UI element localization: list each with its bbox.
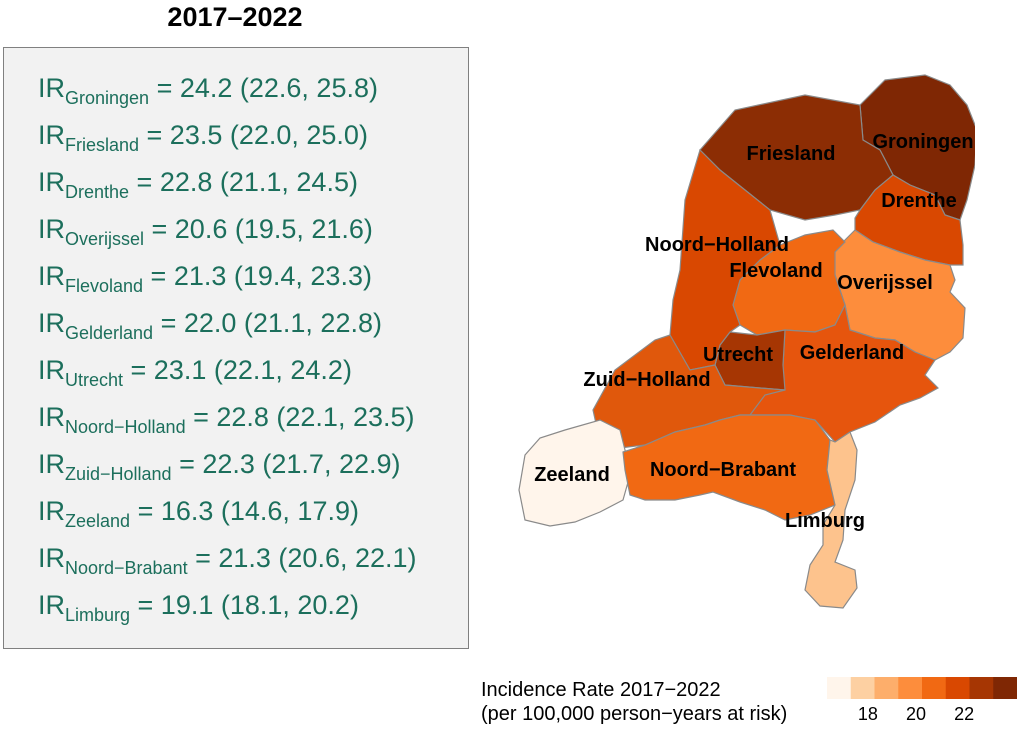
legend-title: Incidence Rate 2017−2022 (per 100,000 pe… [481, 678, 787, 726]
ir-prefix: IR [38, 308, 65, 338]
ir-row: IRFlevoland = 21.3 (19.4, 23.3) [38, 261, 372, 295]
ir-row: IRUtrecht = 23.1 (22.1, 24.2) [38, 355, 352, 389]
ir-prefix: IR [38, 73, 65, 103]
label-overijssel: Overijssel [837, 272, 933, 294]
legend-tick-label: 20 [905, 704, 927, 724]
legend-title-line2: (per 100,000 person−years at risk) [481, 703, 788, 725]
legend-color-segment [993, 677, 1017, 699]
legend-color-segment [827, 677, 852, 699]
legend-color-segment [850, 677, 875, 699]
ir-province-subscript: Zuid−Holland [65, 464, 172, 484]
ir-province-subscript: Utrecht [65, 370, 124, 390]
ir-province-subscript: Drenthe [65, 182, 130, 202]
netherlands-map: Groningen Friesland Drenthe Overijssel Flevo… [518, 74, 975, 609]
ir-province-subscript: Gelderland [65, 323, 154, 343]
province-limburg [804, 431, 858, 609]
ir-value: = 21.3 (20.6, 22.1) [187, 543, 417, 573]
ir-prefix: IR [38, 449, 65, 479]
label-groningen: Groningen [872, 131, 973, 153]
ir-value: = 20.6 (19.5, 21.6) [144, 214, 373, 244]
label-noord-holland: Noord−Holland [645, 234, 789, 256]
ir-prefix: IR [38, 355, 65, 385]
ir-row: IRLimburg = 19.1 (18.1, 20.2) [38, 590, 359, 624]
ir-province-subscript: Zeeland [65, 511, 131, 531]
ir-row: IRFriesland = 23.5 (22.0, 25.0) [38, 120, 368, 154]
ir-value: = 22.8 (21.1, 24.5) [129, 167, 358, 197]
ir-prefix: IR [38, 543, 65, 573]
ir-value: = 22.8 (22.1, 23.5) [185, 402, 415, 432]
label-drenthe: Drenthe [881, 190, 957, 212]
ir-province-subscript: Friesland [65, 135, 140, 155]
ir-prefix: IR [38, 261, 65, 291]
ir-prefix: IR [38, 590, 65, 620]
legend-title-line1: Incidence Rate 2017−2022 [481, 679, 721, 701]
ir-value: = 22.0 (21.1, 22.8) [153, 308, 382, 338]
legend-color-segment [969, 677, 994, 699]
incidence-rate-panel: IRGroningen = 24.2 (22.6, 25.8) IRFriesla… [3, 47, 469, 649]
ir-value: = 24.2 (22.6, 25.8) [149, 73, 378, 103]
ir-row: IRGelderland = 22.0 (21.1, 22.8) [38, 308, 382, 342]
ir-value: = 16.3 (14.6, 17.9) [130, 496, 359, 526]
ir-value: = 21.3 (19.4, 23.3) [143, 261, 372, 291]
label-gelderland: Gelderland [800, 342, 904, 364]
legend-tick-label: 22 [954, 704, 975, 724]
ir-value: = 23.1 (22.1, 24.2) [123, 355, 352, 385]
province-zeeland [518, 419, 631, 527]
ir-province-subscript: Flevoland [65, 276, 144, 296]
ir-province-subscript: Noord−Brabant [65, 558, 188, 578]
ir-prefix: IR [38, 402, 65, 432]
ir-province-subscript: Noord−Holland [65, 417, 186, 437]
ir-prefix: IR [38, 120, 65, 150]
label-limburg: Limburg [785, 510, 865, 532]
chart-title: 2017–2022 [167, 2, 303, 32]
ir-province-subscript: Groningen [65, 88, 150, 108]
ir-value: = 23.5 (22.0, 25.0) [139, 120, 368, 150]
legend-tick-label: 18 [857, 704, 878, 724]
label-zuid-holland: Zuid−Holland [583, 369, 710, 391]
legend-colorbar [827, 677, 1017, 699]
ir-value: = 19.1 (18.1, 20.2) [130, 590, 359, 620]
label-noord-brabant: Noord−Brabant [650, 459, 796, 481]
ir-row: IRZuid−Holland = 22.3 (21.7, 22.9) [38, 449, 401, 483]
ir-row: IRDrenthe = 22.8 (21.1, 24.5) [38, 167, 358, 201]
ir-prefix: IR [38, 214, 65, 244]
ir-row: IRGroningen = 24.2 (22.6, 25.8) [38, 73, 378, 107]
ir-prefix: IR [38, 496, 65, 526]
ir-row: IRNoord−Holland = 22.8 (22.1, 23.5) [38, 402, 415, 436]
label-utrecht: Utrecht [703, 344, 773, 366]
label-flevoland: Flevoland [729, 260, 822, 282]
ir-row: IRNoord−Brabant = 21.3 (20.6, 22.1) [38, 543, 417, 577]
ir-province-subscript: Overijssel [65, 229, 145, 249]
legend-color-segment [898, 677, 923, 699]
label-friesland: Friesland [747, 143, 836, 165]
legend-color-segment [945, 677, 970, 699]
ir-prefix: IR [38, 167, 65, 197]
ir-row: IROverijssel = 20.6 (19.5, 21.6) [38, 214, 373, 248]
province-noord-holland [669, 148, 781, 371]
label-zeeland: Zeeland [534, 464, 610, 486]
ir-value: = 22.3 (21.7, 22.9) [171, 449, 401, 479]
ir-province-subscript: Limburg [65, 605, 131, 625]
legend-color-segment [922, 677, 947, 699]
legend-color-segment [874, 677, 899, 699]
ir-row: IRZeeland = 16.3 (14.6, 17.9) [38, 496, 359, 530]
